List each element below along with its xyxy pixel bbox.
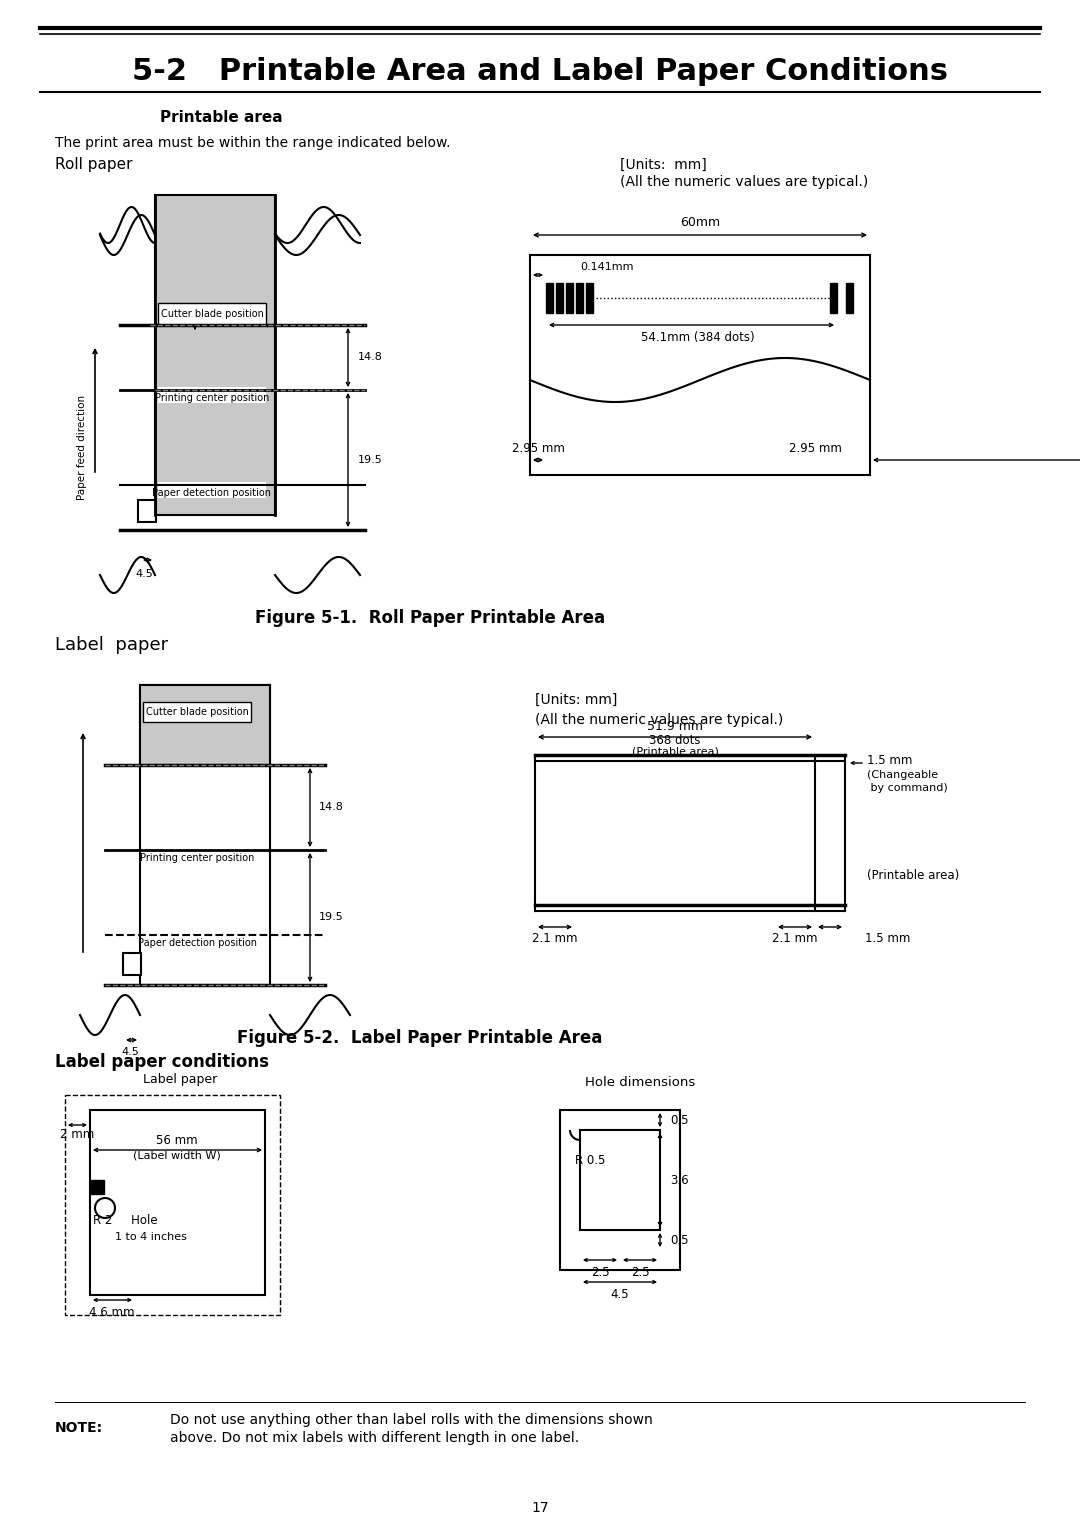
Bar <box>143 847 251 862</box>
Bar <box>156 195 275 515</box>
Text: by command): by command) <box>867 782 948 793</box>
Bar <box>143 702 251 722</box>
Text: [Units:  mm]: [Units: mm] <box>620 158 706 172</box>
Bar <box>566 283 573 314</box>
Text: 0.5: 0.5 <box>670 1234 689 1247</box>
Text: 60mm: 60mm <box>680 217 720 229</box>
Text: [Units: mm]: [Units: mm] <box>535 693 618 707</box>
Text: Paper feed direction: Paper feed direction <box>77 395 87 500</box>
Bar <box>158 303 266 324</box>
Text: Cutter blade position: Cutter blade position <box>161 309 264 320</box>
Text: 4.5: 4.5 <box>135 569 153 579</box>
Bar <box>831 283 837 314</box>
Text: 368 dots: 368 dots <box>649 733 701 747</box>
Text: 1.5 mm: 1.5 mm <box>865 933 910 945</box>
Text: Cutter blade position: Cutter blade position <box>146 707 248 716</box>
Text: 4.5: 4.5 <box>610 1288 630 1300</box>
Text: Do not use anything other than label rolls with the dimensions shown: Do not use anything other than label rol… <box>170 1413 652 1426</box>
Text: 56 mm: 56 mm <box>157 1133 198 1147</box>
Text: 51.9 mm: 51.9 mm <box>647 721 703 733</box>
Bar <box>90 1110 265 1296</box>
Text: 2.1 mm: 2.1 mm <box>532 933 578 945</box>
Bar <box>123 953 141 974</box>
Text: (All the numeric values are typical.): (All the numeric values are typical.) <box>620 175 868 189</box>
Text: 2.5: 2.5 <box>631 1266 649 1279</box>
Text: 2.95 mm: 2.95 mm <box>788 441 841 455</box>
Bar <box>65 1094 280 1316</box>
Text: Paper detection position: Paper detection position <box>137 938 257 948</box>
Text: (All the numeric values are typical.): (All the numeric values are typical.) <box>535 713 783 727</box>
Text: Printing center position: Printing center position <box>139 853 254 862</box>
Bar <box>846 283 853 314</box>
Bar <box>546 283 553 314</box>
Text: Roll paper: Roll paper <box>55 157 133 172</box>
Text: (Printable area): (Printable area) <box>632 747 718 758</box>
Bar <box>556 283 563 314</box>
Text: 0.141mm: 0.141mm <box>580 261 634 272</box>
Bar <box>586 283 593 314</box>
Bar <box>158 387 266 403</box>
Text: 5-2   Printable Area and Label Paper Conditions: 5-2 Printable Area and Label Paper Condi… <box>132 57 948 86</box>
Text: R 2     Hole: R 2 Hole <box>93 1214 158 1227</box>
Text: 2.5: 2.5 <box>591 1266 609 1279</box>
Text: Label  paper: Label paper <box>55 636 168 655</box>
Text: 2.1 mm: 2.1 mm <box>772 933 818 945</box>
Text: NOTE:: NOTE: <box>55 1422 103 1436</box>
Text: 3.6: 3.6 <box>670 1174 689 1187</box>
Bar <box>90 1180 104 1194</box>
Text: Figure 5-2.  Label Paper Printable Area: Figure 5-2. Label Paper Printable Area <box>238 1028 603 1047</box>
Text: (Label width W): (Label width W) <box>133 1150 221 1160</box>
Text: 2.95 mm: 2.95 mm <box>512 441 565 455</box>
Text: Label paper: Label paper <box>143 1073 217 1087</box>
Text: 4.5: 4.5 <box>121 1047 139 1057</box>
Text: (Changeable: (Changeable <box>867 770 939 779</box>
Bar <box>143 931 251 948</box>
Text: 17: 17 <box>531 1502 549 1515</box>
Text: Printing center position: Printing center position <box>154 393 269 403</box>
Bar <box>561 1110 680 1270</box>
Text: 2 mm: 2 mm <box>60 1128 94 1142</box>
Text: 14.8: 14.8 <box>319 802 343 813</box>
Bar <box>140 686 270 985</box>
Text: R 0.5: R 0.5 <box>575 1153 606 1167</box>
Text: Printable area: Printable area <box>160 111 283 126</box>
Text: 0.5: 0.5 <box>670 1113 689 1127</box>
Text: The print area must be within the range indicated below.: The print area must be within the range … <box>55 135 450 151</box>
Bar <box>576 283 583 314</box>
Text: above. Do not mix labels with different length in one label.: above. Do not mix labels with different … <box>170 1431 579 1445</box>
Text: 19.5: 19.5 <box>357 455 382 466</box>
Text: Hole dimensions: Hole dimensions <box>585 1076 696 1088</box>
Text: (Printable area): (Printable area) <box>867 868 959 882</box>
Text: Label paper conditions: Label paper conditions <box>55 1053 269 1071</box>
Text: Paper detection position: Paper detection position <box>152 489 271 498</box>
Bar <box>140 686 270 765</box>
Text: 19.5: 19.5 <box>319 913 343 922</box>
Text: 1.5 mm: 1.5 mm <box>867 753 913 767</box>
Bar <box>138 500 156 523</box>
Text: 4.6 mm: 4.6 mm <box>90 1305 135 1319</box>
Text: 1 to 4 inches: 1 to 4 inches <box>114 1233 187 1242</box>
Text: Figure 5-1.  Roll Paper Printable Area: Figure 5-1. Roll Paper Printable Area <box>255 609 605 627</box>
Bar <box>158 483 266 498</box>
Text: 54.1mm (384 dots): 54.1mm (384 dots) <box>642 332 755 344</box>
Text: 14.8: 14.8 <box>357 352 383 363</box>
